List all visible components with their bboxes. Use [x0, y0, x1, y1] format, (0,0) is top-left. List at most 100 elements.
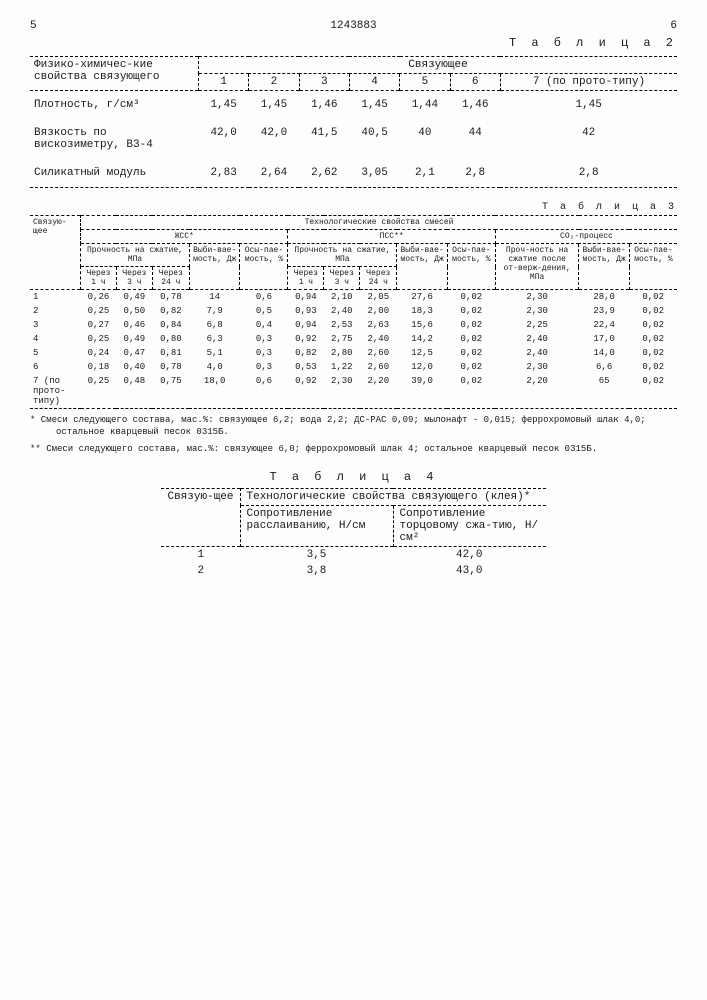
t3-cell: 18,0: [189, 374, 239, 409]
t3-cell: 2,75: [324, 332, 360, 346]
t3-cell: 2,60: [360, 346, 397, 360]
table2-cell: 41,5: [299, 119, 349, 159]
t3-cell: 2,05: [360, 290, 397, 305]
t4-col: Сопротивление торцовому сжа-тию, Н/см²: [393, 506, 546, 547]
t3-cell: 0,02: [447, 304, 495, 318]
t3-cell: 0,02: [629, 374, 677, 409]
t3-sub: Прочность на сжатие, МПа: [288, 244, 397, 267]
table2-cell: 1,46: [299, 91, 349, 120]
t3-sub: Осы-пае-мость, %: [447, 244, 495, 290]
t3-cell: 6,8: [189, 318, 239, 332]
table2-cell: 40: [400, 119, 450, 159]
table3-foot2: ** Смеси следующего состава, мас.%: связ…: [30, 444, 677, 456]
table2-cell: 2,8: [500, 159, 677, 188]
t4-cell: 2: [161, 563, 240, 579]
t3-cell: 0,78: [152, 360, 189, 374]
t3-cell: 0,02: [629, 332, 677, 346]
page-center: 1243883: [330, 20, 376, 32]
page-header: 5 1243883 6: [30, 20, 677, 32]
table2-cell: 42: [500, 119, 677, 159]
page-left: 5: [30, 20, 37, 32]
t3-cell: 5: [30, 346, 81, 360]
t4-cell: 3,5: [240, 547, 393, 564]
t3-sub: Через 24 ч: [152, 267, 189, 290]
table2-cell: 42,0: [199, 119, 249, 159]
t3-cell: 0,48: [116, 374, 152, 409]
t3-cell: 12,5: [397, 346, 447, 360]
t3-cell: 2,10: [324, 290, 360, 305]
t3-cell: 0,5: [240, 304, 288, 318]
t3-cell: 0,02: [629, 290, 677, 305]
table2-cell: 2,64: [249, 159, 299, 188]
t3-cell: 7,9: [189, 304, 239, 318]
t3-cell: 0,80: [152, 332, 189, 346]
table3: Связую-щее Технологические свойства смес…: [30, 215, 677, 409]
t3-cell: 0,53: [288, 360, 324, 374]
t3-cell: 12,0: [397, 360, 447, 374]
t4-cell: 1: [161, 547, 240, 564]
t3-cell: 0,02: [629, 318, 677, 332]
t3-cell: 2,53: [324, 318, 360, 332]
table2-cell: 1,46: [450, 91, 500, 120]
t3-sub: Выби-вае-мость, Дж: [397, 244, 447, 290]
t3-cell: 27,6: [397, 290, 447, 305]
t3-cell: 2,40: [495, 346, 579, 360]
table2-row-label: Силикатный модуль: [30, 159, 199, 188]
t3-sub: Осы-пае-мость, %: [629, 244, 677, 290]
t3-cell: 39,0: [397, 374, 447, 409]
table2-cell: 2,62: [299, 159, 349, 188]
t3-cell: 14: [189, 290, 239, 305]
table2-col: 5: [400, 74, 450, 91]
t3-sub: Через 3 ч: [116, 267, 152, 290]
t3-cell: 3: [30, 318, 81, 332]
t4-group: Технологические свойства связующего (кле…: [240, 489, 546, 506]
t3-cell: 2,20: [495, 374, 579, 409]
table4-title: Т а б л и ц а 4: [30, 470, 677, 484]
t4-cell: 42,0: [393, 547, 546, 564]
t3-cell: 15,6: [397, 318, 447, 332]
table2-col: 6: [450, 74, 500, 91]
table2-col: 1: [199, 74, 249, 91]
table2-group: Связующее: [199, 57, 678, 74]
t3-sub: Выби-вае-мость, Дж: [579, 244, 629, 290]
t3-sub: Через 1 ч: [81, 267, 117, 290]
t3-cell: 2,80: [324, 346, 360, 360]
t3-cell: 14,2: [397, 332, 447, 346]
t3-cell: 0,82: [288, 346, 324, 360]
t3-cell: 0,4: [240, 318, 288, 332]
t3-grp: ПСС**: [288, 230, 495, 244]
t3-cell: 0,02: [629, 304, 677, 318]
table2-cell: 1,45: [199, 91, 249, 120]
t3-cell: 2,60: [360, 360, 397, 374]
t3-cell: 2,30: [495, 304, 579, 318]
t3-cell: 0,92: [288, 332, 324, 346]
table2-cell: 2,8: [450, 159, 500, 188]
t3-cell: 0,50: [116, 304, 152, 318]
table2-cell: 3,05: [349, 159, 399, 188]
t3-cell: 0,3: [240, 332, 288, 346]
table2-cell: 1,44: [400, 91, 450, 120]
t3-cell: 6,3: [189, 332, 239, 346]
t3-cell: 1,22: [324, 360, 360, 374]
table2-cell: 40,5: [349, 119, 399, 159]
table2-prop-label: Физико-химичес-кие свойства связующего: [30, 57, 199, 91]
t3-cell: 2,20: [360, 374, 397, 409]
t3-cell: 6,6: [579, 360, 629, 374]
t3-cell: 0,27: [81, 318, 117, 332]
t3-cell: 0,49: [116, 290, 152, 305]
t3-cell: 2,30: [324, 374, 360, 409]
table2-cell: 44: [450, 119, 500, 159]
t3-cell: 0,40: [116, 360, 152, 374]
t3-sub: Через 3 ч: [324, 267, 360, 290]
table2-cell: 2,83: [199, 159, 249, 188]
t3-cell: 0,24: [81, 346, 117, 360]
t3-cell: 0,3: [240, 346, 288, 360]
t3-cell: 22,4: [579, 318, 629, 332]
t3-cell: 0,02: [447, 346, 495, 360]
t3-cell: 0,94: [288, 318, 324, 332]
t3-cell: 0,92: [288, 374, 324, 409]
t3-cell: 28,0: [579, 290, 629, 305]
t3-cell: 0,25: [81, 374, 117, 409]
t4-cell: 43,0: [393, 563, 546, 579]
t3-sub: Через 24 ч: [360, 267, 397, 290]
